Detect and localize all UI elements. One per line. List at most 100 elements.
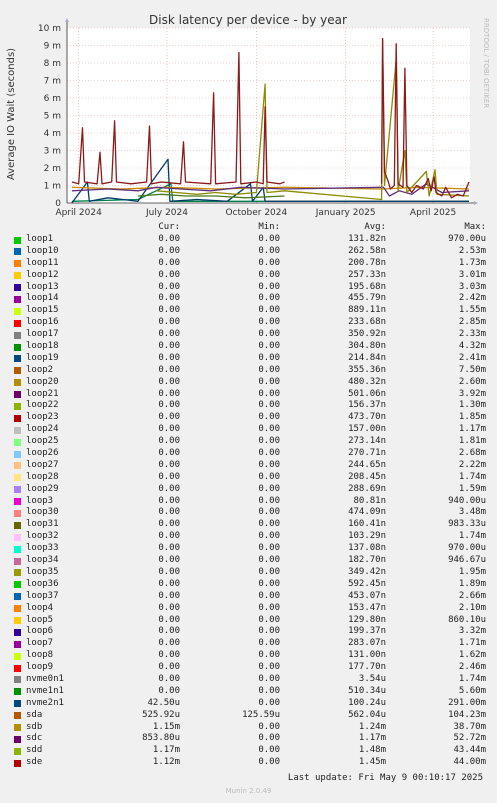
legend-min-value: 0.00 (258, 376, 280, 387)
legend-row: loop6 0.00 0.00 199.37n 3.32m (12, 626, 486, 638)
legend-max-value: 946.67u (448, 555, 486, 566)
legend-avg-value: 200.78n (348, 257, 386, 268)
legend-max-value: 104.23m (448, 709, 486, 720)
x-tick-label: October 2024 (225, 208, 287, 218)
legend-max-value: 2.42m (458, 293, 486, 304)
latency-chart: Disk latency per device - by year Averag… (6, 13, 490, 218)
legend-max-value: 1.55m (458, 305, 486, 316)
legend-swatch (14, 700, 21, 708)
legend-min-value: 0.00 (258, 471, 280, 482)
legend-min-value: 0.00 (258, 697, 280, 708)
legend-swatch (14, 664, 21, 672)
legend-max-value: 1.95m (458, 566, 486, 577)
legend-series-name: loop7 (26, 638, 54, 649)
legend-cur-value: 0.00 (158, 602, 180, 613)
legend-swatch (14, 260, 21, 268)
legend-row: sdc 853.80u 0.00 1.17m 52.72m (12, 733, 486, 745)
legend-max-value: 1.81m (458, 436, 486, 447)
col-avg-header: Avg: (364, 222, 386, 232)
legend-row: loop2 0.00 0.00 355.36n 7.50m (12, 365, 486, 377)
legend-series-name: loop22 (26, 400, 59, 411)
legend-row: loop4 0.00 0.00 153.47n 2.10m (12, 603, 486, 615)
legend-row: loop33 0.00 0.00 137.08n 970.00u (12, 543, 486, 555)
legend-max-value: 2.10m (458, 602, 486, 613)
legend-max-value: 1.85m (458, 412, 486, 423)
legend-min-value: 0.00 (258, 578, 280, 589)
legend-max-value: 3.03m (458, 281, 486, 292)
legend-series-name: loop26 (26, 448, 59, 459)
legend-avg-value: 129.80n (348, 614, 386, 625)
series-line-sda (137, 193, 285, 199)
legend-cur-value: 0.00 (158, 590, 180, 601)
legend-series-name: loop17 (26, 329, 59, 340)
legend-series-name: loop32 (26, 531, 59, 542)
legend-row: loop25 0.00 0.00 273.14n 1.81m (12, 436, 486, 448)
legend-swatch (14, 450, 21, 458)
legend-min-value: 0.00 (258, 566, 280, 577)
legend-series-name: loop35 (26, 566, 59, 577)
legend-cur-value: 0.00 (158, 495, 180, 506)
legend-swatch (14, 248, 21, 256)
y-tick-label: 5 m (44, 112, 61, 122)
legend-series-name: sda (26, 709, 43, 720)
legend-swatch (14, 605, 21, 613)
legend-row: loop29 0.00 0.00 288.69n 1.59m (12, 484, 486, 496)
legend-swatch (14, 509, 21, 517)
legend-row: loop11 0.00 0.00 200.78n 1.73m (12, 258, 486, 270)
legend-swatch (14, 640, 21, 648)
legend-cur-value: 0.00 (158, 245, 180, 256)
legend-min-value: 0.00 (258, 519, 280, 530)
legend-avg-value: 1.17m (358, 733, 386, 744)
legend-swatch (14, 379, 21, 387)
legend-avg-value: 195.68n (348, 281, 386, 292)
y-tick-label: 1 m (44, 182, 61, 192)
legend-swatch (14, 474, 21, 482)
legend-swatch (14, 319, 21, 327)
legend-swatch (14, 652, 21, 660)
legend-min-value: 0.00 (258, 245, 280, 256)
legend-series-name: loop15 (26, 305, 59, 316)
legend-row: loop20 0.00 0.00 480.32n 2.60m (12, 377, 486, 389)
legend-avg-value: 1.48m (358, 745, 386, 756)
legend-cur-value: 1.17m (152, 745, 180, 756)
legend-max-value: 5.60m (458, 685, 486, 696)
legend-avg-value: 177.70n (348, 662, 386, 673)
legend-max-value: 3.92m (458, 388, 486, 399)
legend-row: loop23 0.00 0.00 473.70n 1.85m (12, 412, 486, 424)
legend-series-name: loop5 (26, 614, 54, 625)
legend-avg-value: 182.70n (348, 555, 386, 566)
legend-min-value: 0.00 (258, 543, 280, 554)
x-tick-label: January 2025 (315, 208, 376, 218)
legend-swatch (14, 486, 21, 494)
x-tick-label: April 2025 (410, 208, 456, 218)
legend-cur-value: 0.00 (158, 234, 180, 244)
series-layer (71, 37, 470, 204)
legend-avg-value: 1.45m (358, 757, 386, 768)
legend-min-value: 0.00 (258, 483, 280, 494)
legend-avg-value: 131.00n (348, 650, 386, 661)
legend-series-name: loop9 (26, 662, 54, 673)
legend-series-name: loop4 (26, 602, 54, 613)
legend-min-value: 0.00 (258, 495, 280, 506)
legend-min-value: 0.00 (258, 721, 280, 732)
legend-series-name: loop36 (26, 578, 59, 589)
legend-avg-value: 350.92n (348, 329, 386, 340)
legend-avg-value: 131.82n (348, 234, 386, 244)
legend-swatch (14, 688, 21, 696)
y-tick-label: 6 m (44, 94, 61, 104)
legend-cur-value: 0.00 (158, 269, 180, 280)
legend-swatch (14, 414, 21, 422)
legend-row: loop36 0.00 0.00 592.45n 1.89m (12, 579, 486, 591)
legend-series-name: loop8 (26, 650, 54, 661)
legend-series-name: nvme1n1 (26, 685, 64, 696)
legend-min-value: 0.00 (258, 733, 280, 744)
legend-min-value: 0.00 (258, 555, 280, 566)
legend-header: Cur: Min: Avg: Max: (12, 222, 486, 234)
rrdtool-credit: RRDTOOL / TOBI OETIKER (482, 18, 490, 108)
legend-avg-value: 137.08n (348, 543, 386, 554)
legend-cur-value: 0.00 (158, 638, 180, 649)
legend-avg-value: 214.84n (348, 352, 386, 363)
legend-cur-value: 1.12m (152, 757, 180, 768)
legend-min-value: 0.00 (258, 590, 280, 601)
legend-max-value: 1.62m (458, 650, 486, 661)
